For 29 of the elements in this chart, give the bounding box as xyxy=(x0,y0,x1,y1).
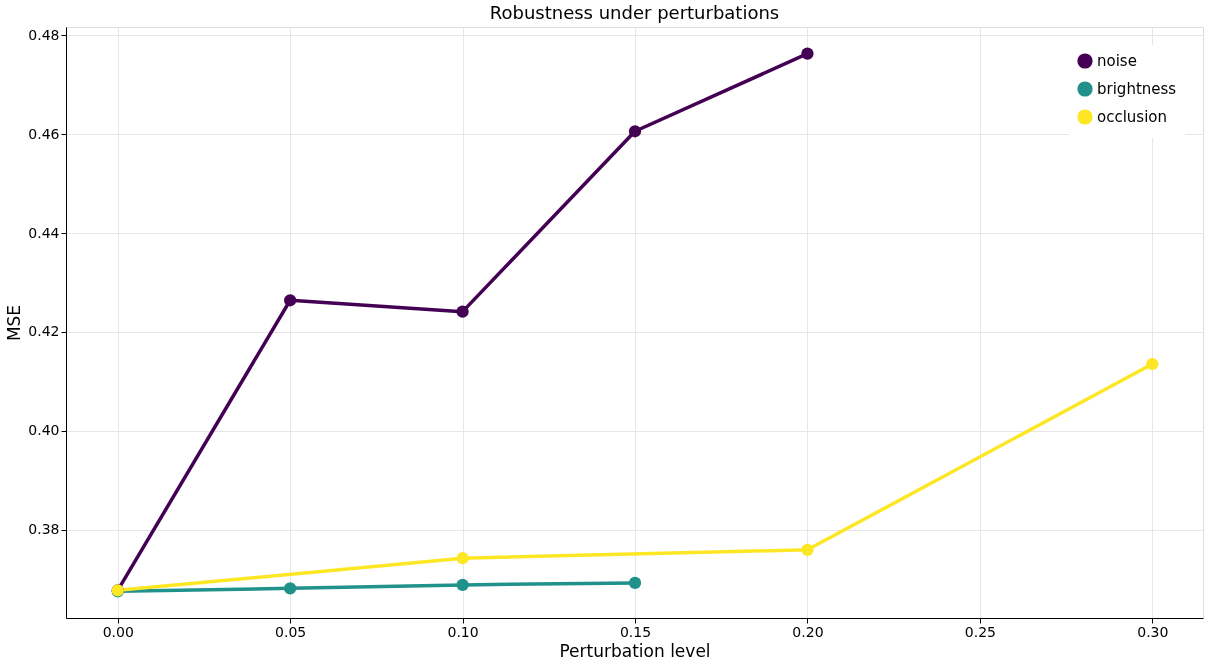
y-tick-label: 0.44 xyxy=(28,224,60,241)
x-tick-label: 0.15 xyxy=(619,623,652,640)
x-tick-label: 0.25 xyxy=(964,623,996,640)
point xyxy=(456,578,469,591)
x-tick-label: 0.30 xyxy=(1137,623,1169,640)
x-tick-label: 0.20 xyxy=(792,623,824,640)
x-tick-label: 0.00 xyxy=(102,623,134,640)
y-axis-title: MSE xyxy=(4,304,25,342)
y-tick-label: 0.48 xyxy=(28,26,60,43)
point xyxy=(801,47,814,60)
legend-label: occlusion xyxy=(1097,108,1168,126)
point xyxy=(456,552,469,565)
y-tick-label: 0.42 xyxy=(28,323,60,340)
y-tick-label: 0.38 xyxy=(28,521,60,538)
y-tick-label: 0.40 xyxy=(28,422,60,439)
point xyxy=(801,543,814,556)
chart-title: Robustness under perturbations xyxy=(489,2,780,23)
point xyxy=(284,582,297,595)
point xyxy=(628,125,642,138)
y-tick-label: 0.46 xyxy=(28,125,60,142)
x-tick-label: 0.05 xyxy=(275,623,307,640)
point xyxy=(1146,357,1159,371)
x-tick-label: 0.10 xyxy=(447,623,479,640)
legend-label: noise xyxy=(1097,52,1137,70)
point xyxy=(628,576,642,590)
x-axis-title: Perturbation level xyxy=(559,640,711,661)
legend-label: brightness xyxy=(1097,80,1177,98)
point xyxy=(456,305,469,318)
point xyxy=(284,294,297,307)
